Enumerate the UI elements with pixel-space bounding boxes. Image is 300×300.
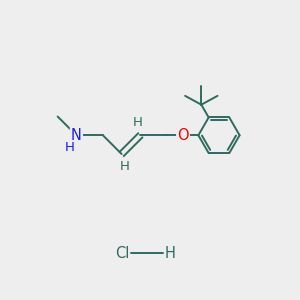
Text: H: H <box>120 160 130 173</box>
Text: H: H <box>65 141 75 154</box>
Text: H: H <box>133 116 142 129</box>
Text: O: O <box>177 128 189 143</box>
Text: N: N <box>71 128 82 143</box>
Text: Cl: Cl <box>115 246 129 261</box>
Text: H: H <box>165 246 176 261</box>
